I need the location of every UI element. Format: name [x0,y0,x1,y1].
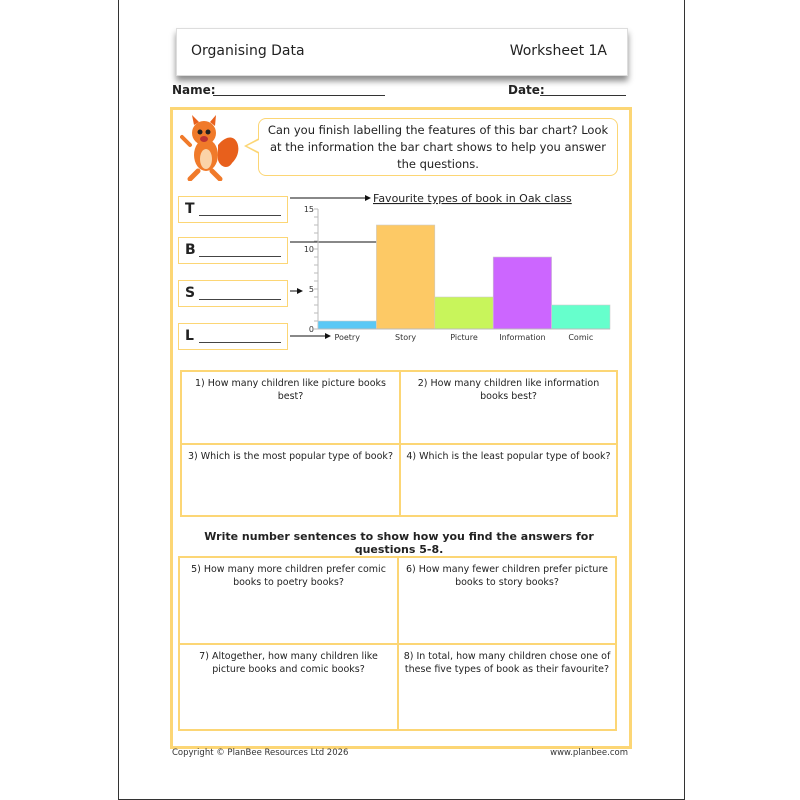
date-label: Date: [508,83,545,97]
y-tick-label: 5 [309,285,314,294]
question-text: 8) In total, how many children chose one… [403,651,611,675]
question-cell[interactable]: 5) How many more children prefer comic b… [179,557,398,644]
question-text: 1) How many children like picture books … [194,378,386,402]
x-tick-label: Story [395,333,416,342]
website-link[interactable]: www.planbee.com [550,748,628,758]
y-tick-label: 15 [304,205,314,214]
answer-line [199,299,281,300]
x-tick-label: Information [499,333,545,342]
label-box-scale[interactable]: S [178,280,288,307]
squirrel-icon [180,115,239,181]
question-text: 2) How many children like information bo… [417,378,600,402]
bar-information [492,256,552,330]
label-letter: B [185,242,196,258]
label-box-labels[interactable]: L [178,323,288,350]
answer-line [199,215,281,216]
x-tick-label: Poetry [334,333,360,342]
question-cell[interactable]: 2) How many children like information bo… [400,371,617,444]
questions-grid-1: 1) How many children like picture books … [180,370,618,517]
speech-bubble-tail-fill [247,140,259,152]
date-field[interactable] [540,95,626,96]
label-box-bar[interactable]: B [178,237,288,264]
question-cell[interactable]: 7) Altogether, how many children like pi… [179,644,398,730]
name-label: Name: [172,83,216,97]
questions-grid-2: 5) How many more children prefer comic b… [178,556,617,731]
section-heading: Write number sentences to show how you f… [204,530,594,556]
name-field[interactable] [213,95,385,96]
y-tick-label: 10 [304,245,314,254]
chart-title: Favourite types of book in Oak class [373,192,572,205]
worksheet-header: Organising Data Worksheet 1A [176,28,628,76]
question-text: 3) Which is the most popular type of boo… [188,451,393,462]
question-text: 7) Altogether, how many children like pi… [199,651,378,675]
worksheet-title: Organising Data [191,43,305,59]
label-letter: T [185,201,195,217]
label-letter: L [185,328,194,344]
question-cell[interactable]: 4) Which is the least popular type of bo… [400,444,617,516]
y-tick-label: 0 [309,325,314,334]
bar-picture [434,296,494,330]
question-cell[interactable]: 6) How many fewer children prefer pictur… [398,557,616,644]
content-frame [170,107,632,749]
bar-story [376,224,436,330]
label-box-title[interactable]: T [178,196,288,223]
x-tick-label: Comic [568,333,593,342]
question-cell[interactable]: 3) Which is the most popular type of boo… [181,444,400,516]
answer-line [199,342,281,343]
copyright-text: Copyright © PlanBee Resources Ltd 2026 [172,748,349,758]
bar-comic [551,304,611,330]
worksheet-number: Worksheet 1A [509,43,607,59]
intro-text: Can you finish labelling the features of… [267,122,609,171]
question-cell[interactable]: 8) In total, how many children chose one… [398,644,616,730]
question-text: 5) How many more children prefer comic b… [191,564,386,588]
bar-chart: Favourite types of book in Oak class 0 5 1… [290,192,611,342]
question-text: 4) Which is the least popular type of bo… [406,451,611,462]
x-tick-label: Picture [450,333,478,342]
answer-line [199,256,281,257]
bar-poetry [317,320,377,330]
label-letter: S [185,285,196,301]
question-cell[interactable]: 1) How many children like picture books … [181,371,400,444]
question-text: 6) How many fewer children prefer pictur… [406,564,608,588]
